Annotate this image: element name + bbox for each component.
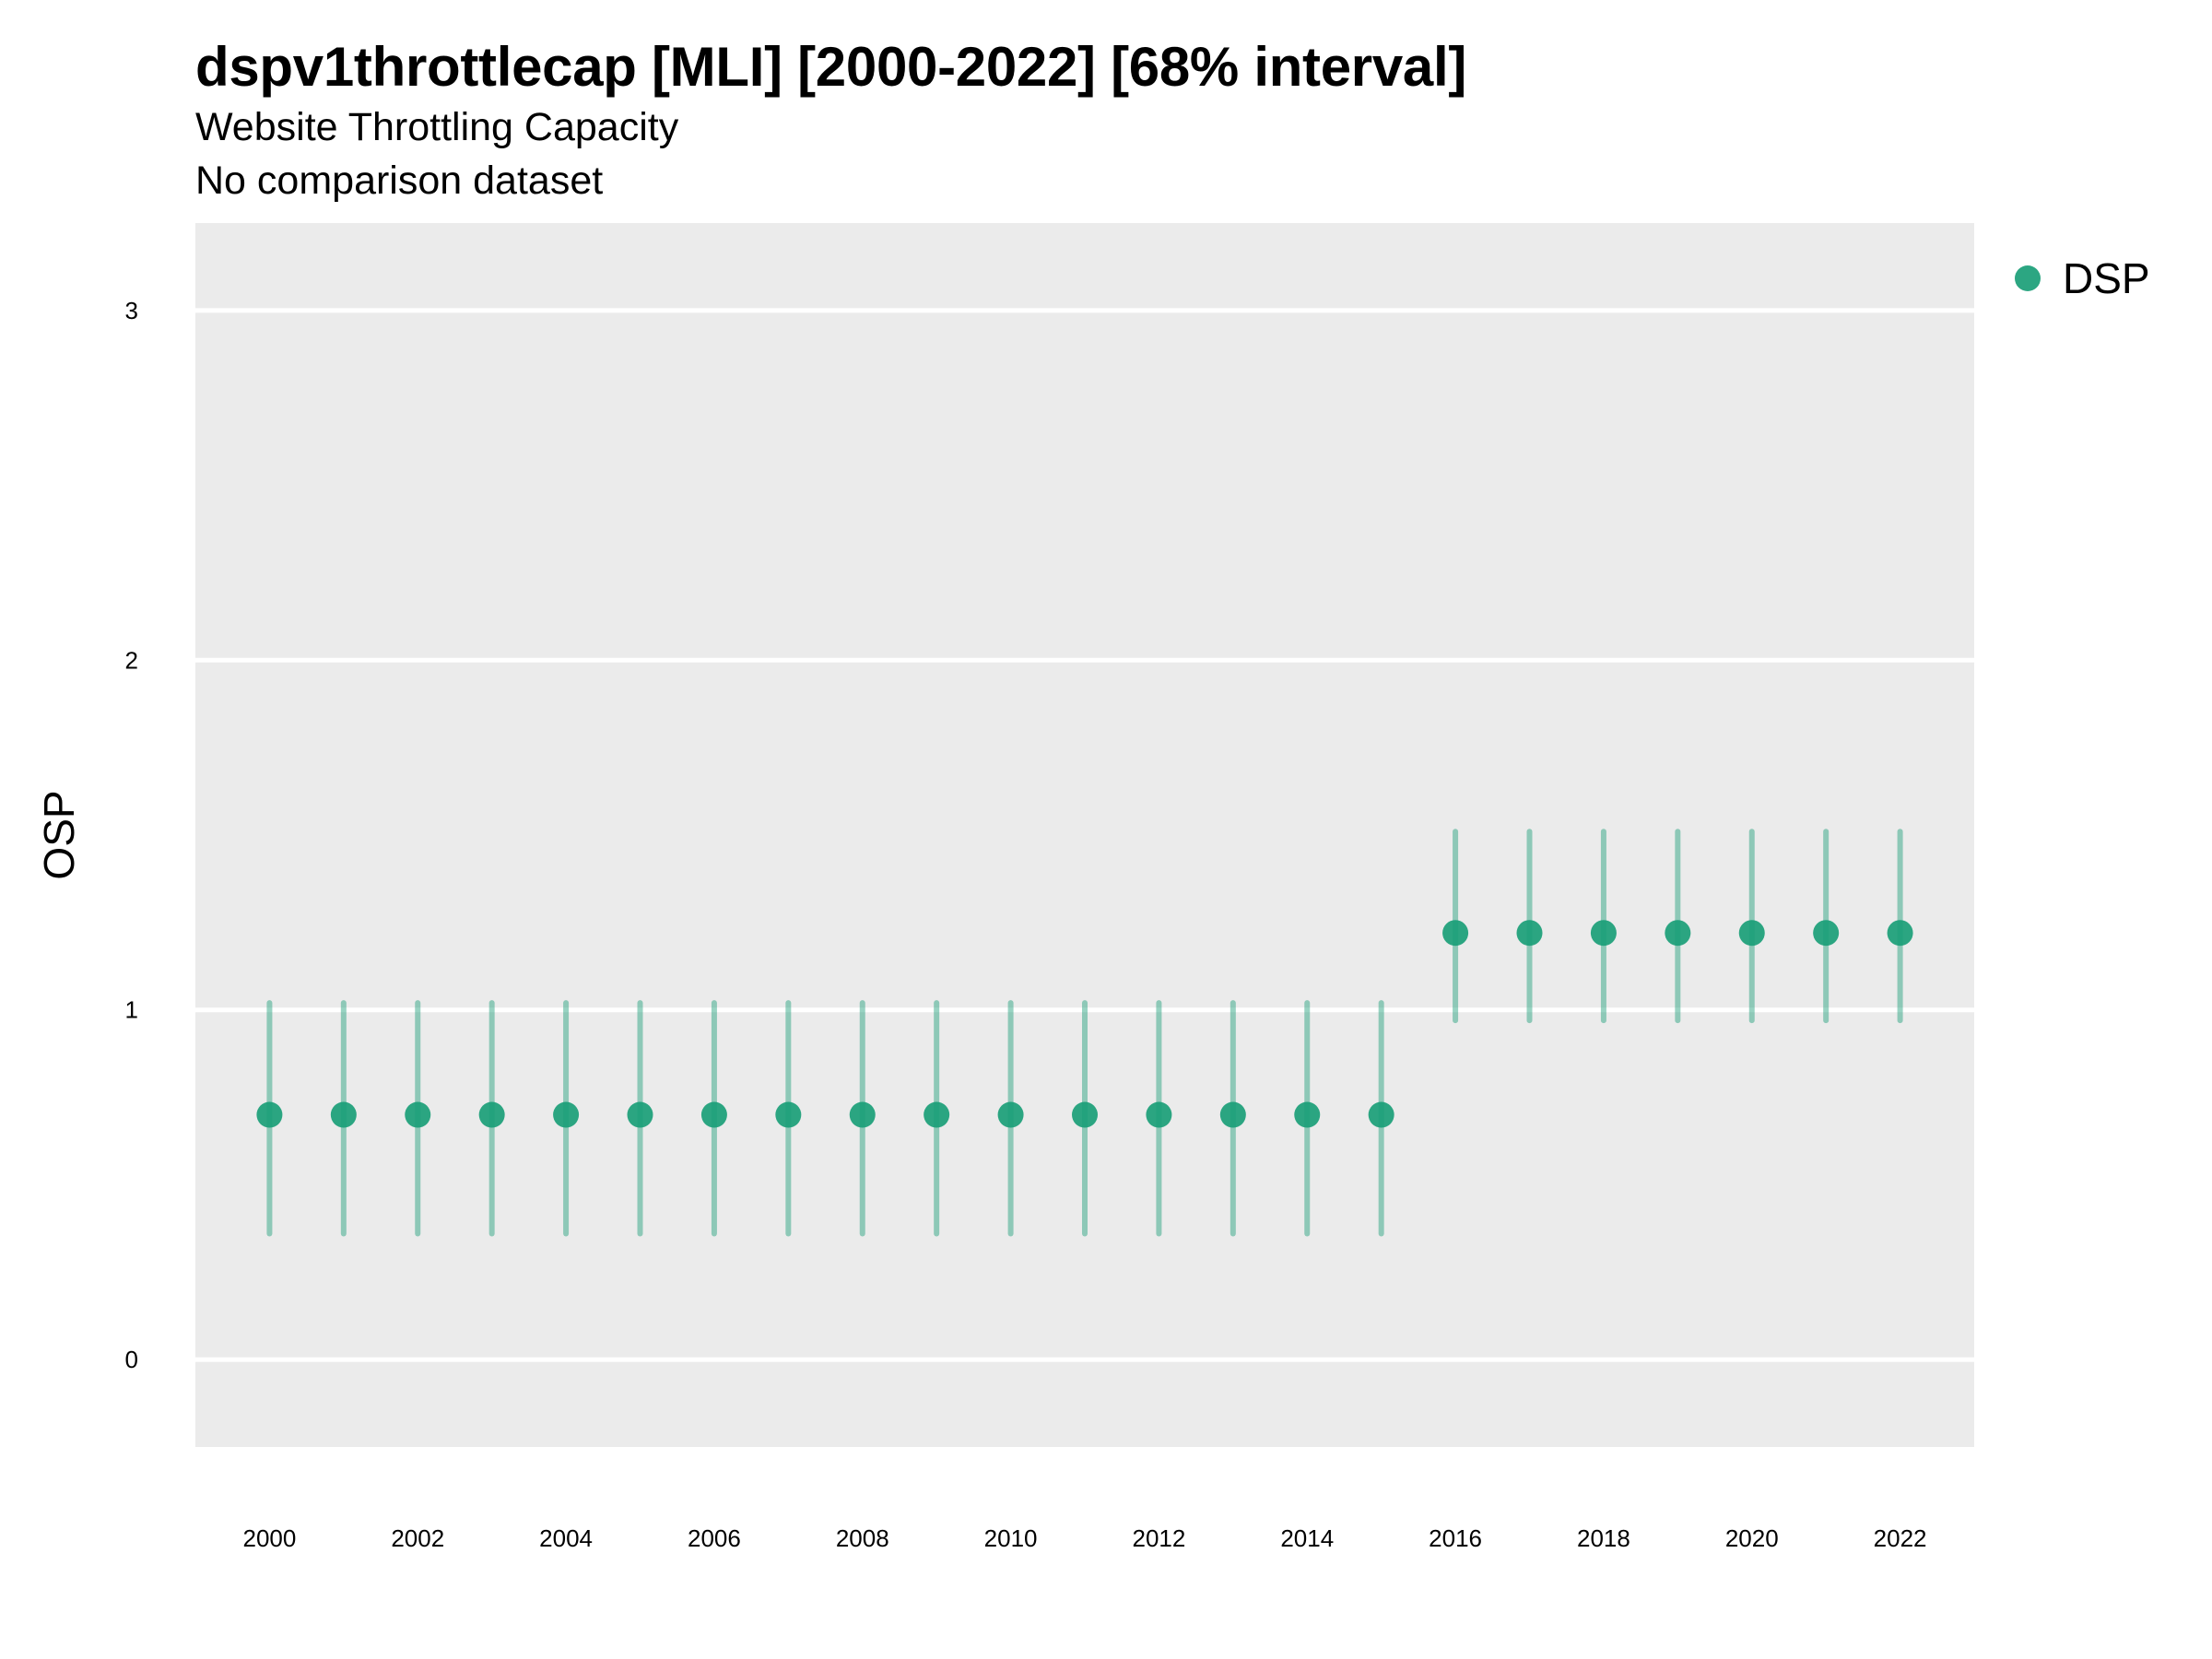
x-tick-label: 2004 xyxy=(539,1524,593,1552)
data-point xyxy=(1516,920,1543,947)
legend: DSP xyxy=(2015,254,2150,302)
y-axis-ticks: 0 1 2 3 xyxy=(125,297,138,1373)
data-point xyxy=(1887,920,1913,947)
data-points xyxy=(256,920,1913,1128)
data-point xyxy=(1219,1101,1246,1128)
x-tick-label: 2022 xyxy=(1874,1524,1927,1552)
data-point xyxy=(700,1101,727,1128)
grid-lines xyxy=(195,308,1974,1362)
data-point xyxy=(1294,1101,1321,1128)
x-tick-label: 2002 xyxy=(391,1524,444,1552)
y-tick-label: 1 xyxy=(125,996,138,1024)
x-tick-label: 2008 xyxy=(836,1524,889,1552)
data-point xyxy=(1590,920,1617,947)
data-point xyxy=(553,1101,580,1128)
data-point xyxy=(1813,920,1840,947)
y-tick-label: 3 xyxy=(125,297,138,324)
x-tick-label: 2020 xyxy=(1725,1524,1779,1552)
data-point xyxy=(1146,1101,1172,1128)
y-tick-label: 2 xyxy=(125,646,138,674)
x-tick-label: 2016 xyxy=(1429,1524,1482,1552)
data-point xyxy=(1665,920,1691,947)
data-point xyxy=(1368,1101,1394,1128)
data-point xyxy=(849,1101,876,1128)
data-point xyxy=(478,1101,505,1128)
data-point xyxy=(1738,920,1765,947)
data-point xyxy=(256,1101,283,1128)
chart-title: dspv1throttlecap [MLI] [2000-2022] [68% … xyxy=(195,36,1467,98)
y-axis-title: OSP xyxy=(35,790,83,879)
y-tick-label: 0 xyxy=(125,1346,138,1373)
x-tick-label: 2014 xyxy=(1280,1524,1334,1552)
legend-key xyxy=(2015,265,2041,291)
plot-panel xyxy=(195,223,1974,1447)
data-point xyxy=(405,1101,431,1128)
legend-label: DSP xyxy=(2063,254,2150,302)
x-tick-label: 2010 xyxy=(984,1524,1038,1552)
data-point xyxy=(330,1101,357,1128)
data-point xyxy=(1442,920,1469,947)
chart-subtitle: Website Throttling Capacity xyxy=(195,105,679,149)
data-point xyxy=(924,1101,950,1128)
data-point xyxy=(1072,1101,1098,1128)
data-point xyxy=(997,1101,1024,1128)
chart-caption: No comparison dataset xyxy=(195,159,604,203)
x-axis-ticks: 2000 2002 2004 2006 2008 2010 2012 2014 2016 2018… xyxy=(242,1524,1926,1552)
x-tick-label: 2018 xyxy=(1577,1524,1630,1552)
data-point xyxy=(775,1101,802,1128)
x-tick-label: 2006 xyxy=(688,1524,741,1552)
data-point xyxy=(627,1101,653,1128)
x-tick-label: 2012 xyxy=(1132,1524,1185,1552)
x-tick-label: 2000 xyxy=(242,1524,296,1552)
